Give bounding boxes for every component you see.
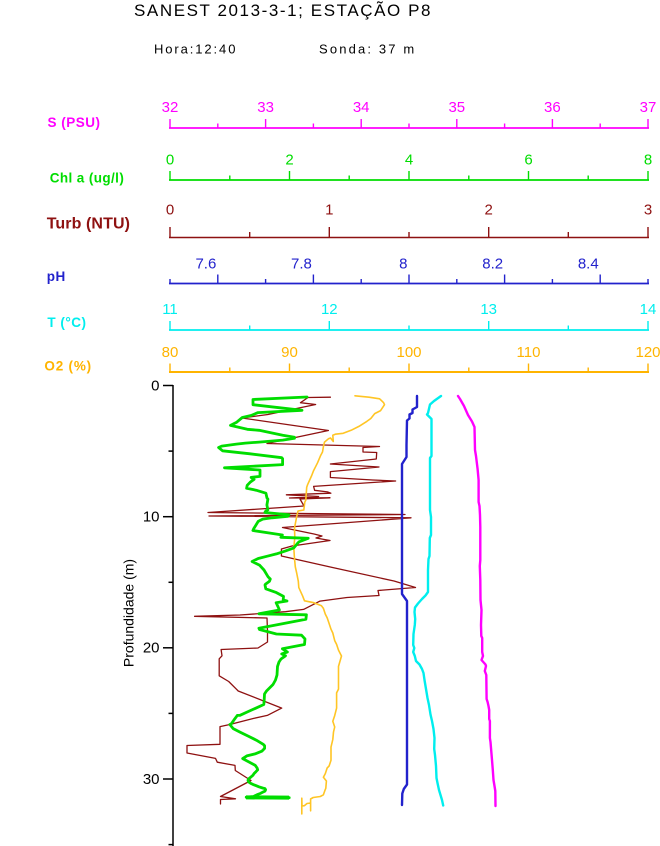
svg-text:37: 37 [640,99,657,116]
svg-text:Chl a (ug/l): Chl a (ug/l) [50,171,125,186]
svg-text:90: 90 [281,344,298,361]
svg-text:100: 100 [396,344,421,361]
svg-text:0: 0 [166,201,174,218]
svg-text:110: 110 [517,344,541,361]
svg-text:20: 20 [143,640,160,657]
svg-text:2: 2 [485,201,493,218]
svg-text:8.4: 8.4 [578,256,599,273]
svg-text:0: 0 [166,152,174,169]
svg-text:8: 8 [399,256,407,273]
svg-text:2: 2 [285,152,293,169]
svg-text:80: 80 [162,344,179,361]
svg-text:32: 32 [162,99,179,116]
svg-text:34: 34 [353,99,370,116]
svg-text:12: 12 [321,301,338,318]
svg-text:SANEST 2013-3-1; ESTAÇÃO P8: SANEST 2013-3-1; ESTAÇÃO P8 [134,1,432,20]
svg-text:7.6: 7.6 [195,256,216,273]
svg-text:30: 30 [143,771,160,788]
svg-text:S (PSU): S (PSU) [48,115,101,130]
svg-text:35: 35 [448,99,465,116]
svg-text:O2 (%): O2 (%) [44,359,92,374]
svg-text:1: 1 [325,201,333,218]
svg-text:pH: pH [47,269,66,284]
svg-text:8.2: 8.2 [482,256,503,273]
svg-text:0: 0 [151,377,159,394]
svg-text:4: 4 [405,152,413,169]
svg-text:10: 10 [143,509,160,526]
svg-text:3: 3 [644,201,652,218]
svg-text:11: 11 [162,301,178,318]
svg-text:Turb (NTU): Turb (NTU) [47,216,130,233]
svg-text:8: 8 [644,152,652,169]
svg-text:36: 36 [544,99,561,116]
svg-text:T (°C): T (°C) [47,315,86,330]
svg-text:7.8: 7.8 [291,256,312,273]
svg-text:13: 13 [480,301,497,318]
svg-text:33: 33 [257,99,274,116]
svg-text:Hora:12:40: Hora:12:40 [154,42,237,57]
svg-text:120: 120 [635,344,660,361]
svg-text:14: 14 [640,301,657,318]
svg-text:Sonda: 37 m: Sonda: 37 m [319,42,416,57]
svg-text:Profundidade (m): Profundidade (m) [121,559,137,667]
svg-text:6: 6 [524,152,532,169]
